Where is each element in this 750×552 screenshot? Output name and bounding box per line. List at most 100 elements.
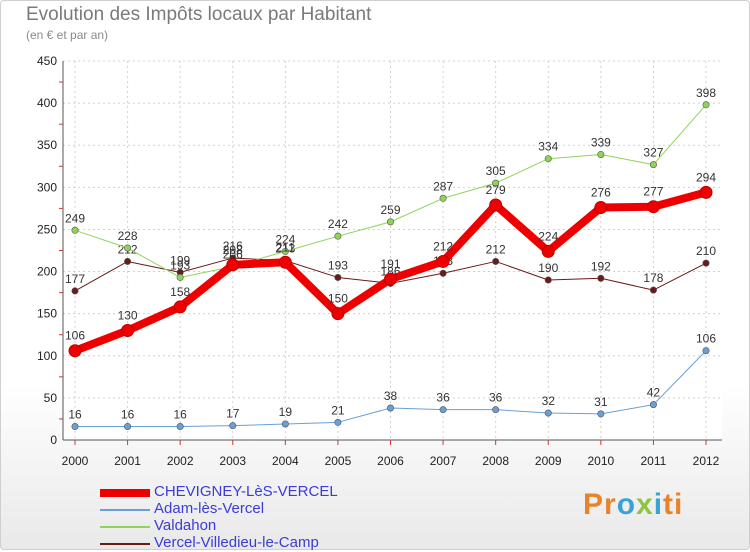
data-label-adam-l-s-vercel: 19 xyxy=(279,405,293,419)
y-tick-label: 0 xyxy=(50,433,57,447)
y-tick-label: 50 xyxy=(44,391,58,405)
data-label-adam-l-s-vercel: 32 xyxy=(542,394,556,408)
data-label-chevigney-l-s-vercel: 276 xyxy=(591,186,611,200)
data-label-adam-l-s-vercel: 38 xyxy=(384,389,398,403)
logo-letters: i xyxy=(653,488,664,521)
data-point-adam-l-s-vercel xyxy=(649,401,657,409)
data-point-adam-l-s-vercel xyxy=(544,409,552,417)
data-label-chevigney-l-s-vercel: 277 xyxy=(643,185,663,199)
x-tick-label: 2001 xyxy=(114,454,141,468)
data-label-chevigney-l-s-vercel: 279 xyxy=(486,183,506,197)
x-tick-label: 2006 xyxy=(377,454,404,468)
logo-letters: o xyxy=(616,488,637,521)
x-tick-label: 2002 xyxy=(167,454,194,468)
x-tick-label: 2009 xyxy=(535,454,562,468)
data-label-vercel-villedieu-le-camp: 216 xyxy=(223,239,243,253)
data-point-chevigney-l-s-vercel xyxy=(278,255,292,269)
logo-letters: ti xyxy=(663,488,684,521)
data-label-valdahon: 334 xyxy=(538,140,558,154)
data-label-adam-l-s-vercel: 21 xyxy=(331,403,345,417)
data-label-chevigney-l-s-vercel: 191 xyxy=(380,257,400,271)
y-tick-label: 100 xyxy=(37,349,57,363)
data-point-vercel-villedieu-le-camp xyxy=(439,269,447,277)
legend-label: Adam-lès-Vercel xyxy=(154,500,265,517)
data-point-adam-l-s-vercel xyxy=(492,406,500,414)
data-point-chevigney-l-s-vercel xyxy=(331,307,345,321)
legend-label: Valdahon xyxy=(154,517,217,534)
data-label-vercel-villedieu-le-camp: 210 xyxy=(696,244,716,258)
data-label-valdahon: 224 xyxy=(275,232,295,246)
data-point-adam-l-s-vercel xyxy=(334,418,342,426)
data-label-adam-l-s-vercel: 36 xyxy=(436,391,450,405)
data-label-valdahon: 398 xyxy=(696,86,716,100)
data-label-valdahon: 228 xyxy=(118,229,138,243)
legend-label: CHEVIGNEY-LèS-VERCEL xyxy=(154,483,338,500)
data-point-vercel-villedieu-le-camp xyxy=(544,276,552,284)
data-point-adam-l-s-vercel xyxy=(702,347,710,355)
data-point-chevigney-l-s-vercel xyxy=(646,200,660,214)
data-point-valdahon xyxy=(334,232,342,240)
data-point-chevigney-l-s-vercel xyxy=(173,300,187,314)
data-point-adam-l-s-vercel xyxy=(597,410,605,418)
data-point-valdahon xyxy=(492,179,500,187)
data-point-chevigney-l-s-vercel xyxy=(436,254,450,268)
data-point-vercel-villedieu-le-camp xyxy=(71,287,79,295)
data-point-chevigney-l-s-vercel xyxy=(226,258,240,272)
data-point-valdahon xyxy=(386,218,394,226)
data-label-valdahon: 193 xyxy=(170,258,190,272)
data-label-adam-l-s-vercel: 17 xyxy=(226,407,240,421)
data-point-valdahon xyxy=(439,194,447,202)
data-point-vercel-villedieu-le-camp xyxy=(124,257,132,265)
data-label-chevigney-l-s-vercel: 208 xyxy=(223,243,243,257)
data-point-chevigney-l-s-vercel xyxy=(489,198,503,212)
data-point-chevigney-l-s-vercel xyxy=(699,185,713,199)
data-label-valdahon: 249 xyxy=(65,211,85,225)
line-chart: 0 50 100 150 200 250 300 350 400 450 2000 2001 2002 2… xyxy=(37,54,722,468)
x-tick-label: 2005 xyxy=(325,454,352,468)
data-point-adam-l-s-vercel xyxy=(386,404,394,412)
plot-area xyxy=(63,61,722,440)
x-tick-label: 2010 xyxy=(587,454,614,468)
data-point-chevigney-l-s-vercel xyxy=(68,344,82,358)
data-point-valdahon xyxy=(544,155,552,163)
data-label-chevigney-l-s-vercel: 294 xyxy=(696,170,716,184)
x-tick-label: 2012 xyxy=(693,454,720,468)
data-label-vercel-villedieu-le-camp: 178 xyxy=(643,271,663,285)
data-label-vercel-villedieu-le-camp: 193 xyxy=(328,258,348,272)
data-point-valdahon xyxy=(649,161,657,169)
y-tick-label: 200 xyxy=(37,265,57,279)
legend-item: Valdahon xyxy=(100,517,360,535)
data-point-valdahon xyxy=(124,244,132,252)
data-point-adam-l-s-vercel xyxy=(124,423,132,431)
y-tick-label: 250 xyxy=(37,222,57,236)
data-point-adam-l-s-vercel xyxy=(439,406,447,414)
data-point-valdahon xyxy=(281,247,289,255)
data-point-adam-l-s-vercel xyxy=(176,423,184,431)
data-point-chevigney-l-s-vercel xyxy=(121,324,135,338)
data-label-adam-l-s-vercel: 16 xyxy=(121,408,135,422)
data-label-adam-l-s-vercel: 36 xyxy=(489,391,503,405)
chart-title: Evolution des Impôts locaux par Habitant xyxy=(26,4,372,25)
data-point-adam-l-s-vercel xyxy=(229,422,237,430)
data-point-valdahon xyxy=(176,273,184,281)
data-label-vercel-villedieu-le-camp: 212 xyxy=(486,242,506,256)
x-tick-label: 2004 xyxy=(272,454,299,468)
data-label-adam-l-s-vercel: 16 xyxy=(173,408,187,422)
data-label-chevigney-l-s-vercel: 158 xyxy=(170,285,190,299)
data-label-vercel-villedieu-le-camp: 192 xyxy=(591,259,611,273)
data-label-adam-l-s-vercel: 42 xyxy=(647,386,661,400)
legend-item: Adam-lès-Vercel xyxy=(100,500,360,518)
data-label-vercel-villedieu-le-camp: 190 xyxy=(538,261,558,275)
data-point-adam-l-s-vercel xyxy=(71,423,79,431)
chart-subtitle: (en € et par an) xyxy=(26,28,109,42)
x-tick-label: 2007 xyxy=(430,454,457,468)
data-point-vercel-villedieu-le-camp xyxy=(702,259,710,267)
data-label-valdahon: 305 xyxy=(486,164,506,178)
data-label-valdahon: 259 xyxy=(380,203,400,217)
data-label-valdahon: 242 xyxy=(328,217,348,231)
data-label-chevigney-l-s-vercel: 211 xyxy=(276,240,295,254)
data-label-valdahon: 206 xyxy=(223,248,243,262)
data-label-chevigney-l-s-vercel: 224 xyxy=(538,229,558,243)
logo-letters: Pr xyxy=(583,488,617,521)
data-label-valdahon: 327 xyxy=(643,146,663,160)
